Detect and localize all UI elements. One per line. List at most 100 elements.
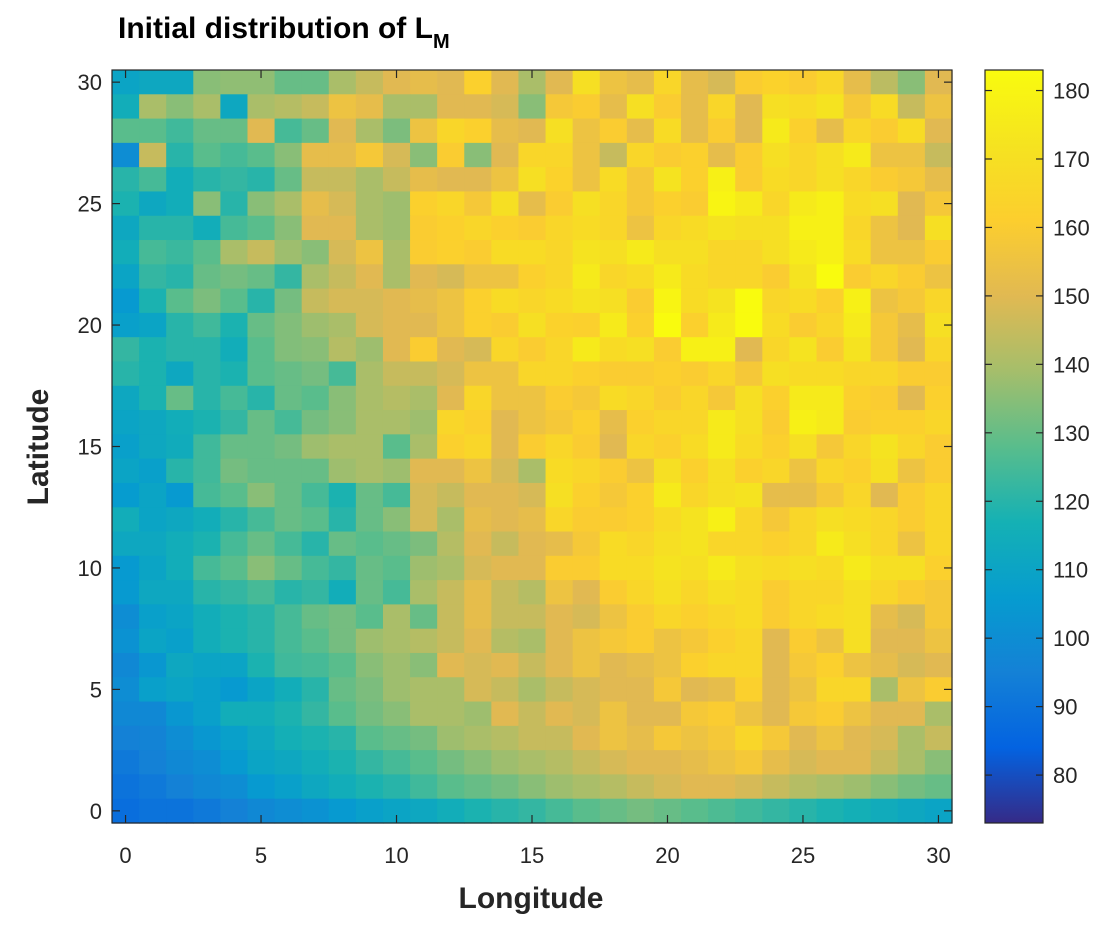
heatmap-cell [545,750,574,776]
heatmap-cell [572,94,601,120]
heatmap-cell [193,434,221,460]
heatmap-cell [301,701,330,727]
heatmap-cell [572,458,601,484]
heatmap-cell [437,240,465,265]
heatmap-cell [464,774,492,800]
heatmap-cell [545,167,574,193]
heatmap-cell [382,774,411,800]
heatmap-cell [843,725,872,751]
heatmap-cell [410,750,438,776]
heatmap-cell [437,434,465,460]
heatmap-cell [599,240,628,265]
heatmap-cell [897,288,926,314]
heatmap-cell [301,361,330,387]
heatmap-cell [437,191,465,217]
heatmap-cell [870,191,899,217]
heatmap-cell [518,240,547,265]
heatmap-cell [220,798,249,824]
heatmap-cell [437,604,465,630]
heatmap-cell [762,264,791,290]
heatmap-cell [328,361,357,387]
heatmap-cell [843,385,872,411]
heatmap-cell [653,701,682,727]
heatmap-cell [464,701,492,727]
heatmap-cell [382,361,411,387]
heatmap-cell [870,142,899,168]
heatmap-cell [924,215,953,241]
heatmap-cell [247,288,276,314]
heatmap-cell [708,531,736,557]
heatmap-cell [681,798,709,824]
heatmap-cell [708,240,736,265]
heatmap-cell [166,94,194,120]
colorbar: 80 90 100 110 120 130 140 150 160 170 180 [984,69,1090,824]
heatmap-cell [518,677,547,703]
heatmap-cell [816,337,845,363]
heatmap-cell [355,652,384,678]
heatmap-cell [572,118,601,144]
heatmap-cell [816,385,845,411]
heatmap-cell [382,142,411,168]
colorbar-tick-label: 80 [1053,763,1077,788]
heatmap-cell [518,434,547,460]
heatmap-cell [355,701,384,727]
heatmap-cell [193,482,221,508]
heatmap-cell [545,118,574,144]
heatmap-cell [518,167,547,193]
heatmap-cell [166,240,194,265]
heatmap-cell [410,677,438,703]
heatmap-cell [274,628,303,654]
heatmap-cell [735,361,763,387]
heatmap-cell [112,725,140,751]
heatmap-cell [410,798,438,824]
heatmap-cell [382,725,411,751]
heatmap-cell [708,652,736,678]
heatmap-cell [464,70,492,95]
heatmap-cell [247,240,276,265]
heatmap-cell [708,70,736,95]
heatmap-cell [762,604,791,630]
heatmap-cell [355,337,384,363]
heatmap-cell [789,725,818,751]
heatmap-cell [491,750,520,776]
heatmap-cell [301,385,330,411]
heatmap-cell [464,142,492,168]
heatmap-cell [735,507,763,533]
heatmap-cell [247,191,276,217]
heatmap-cell [139,167,167,193]
heatmap-cell [382,118,411,144]
heatmap-cell [816,434,845,460]
heatmap-cell [220,361,249,387]
y-tick-label: 20 [78,313,102,338]
heatmap-cell [843,507,872,533]
heatmap-cell [653,531,682,557]
heatmap-cell [681,94,709,120]
colorbar-tick-label: 170 [1053,147,1090,172]
heatmap-cell [112,361,140,387]
heatmap-cell [166,701,194,727]
heatmap-cell [681,118,709,144]
heatmap-cell [816,361,845,387]
heatmap-cell [301,264,330,290]
heatmap-cell [789,580,818,605]
heatmap-cell [166,264,194,290]
heatmap-cell [843,240,872,265]
heatmap-cell [897,507,926,533]
heatmap-cell [653,677,682,703]
heatmap-cell [410,701,438,727]
heatmap-cell [437,798,465,824]
heatmap-cell [572,628,601,654]
heatmap-cell [626,94,655,120]
heatmap-cell [220,288,249,314]
heatmap-cell [355,798,384,824]
heatmap-cell [870,312,899,338]
heatmap-cell [112,215,140,241]
heatmap-cell [735,142,763,168]
heatmap-cell [139,580,167,605]
heatmap-cell [410,167,438,193]
heatmap-cell [681,215,709,241]
heatmap-cell [274,410,303,435]
heatmap-cell [816,628,845,654]
heatmap-cell [518,531,547,557]
heatmap-cell [112,458,140,484]
